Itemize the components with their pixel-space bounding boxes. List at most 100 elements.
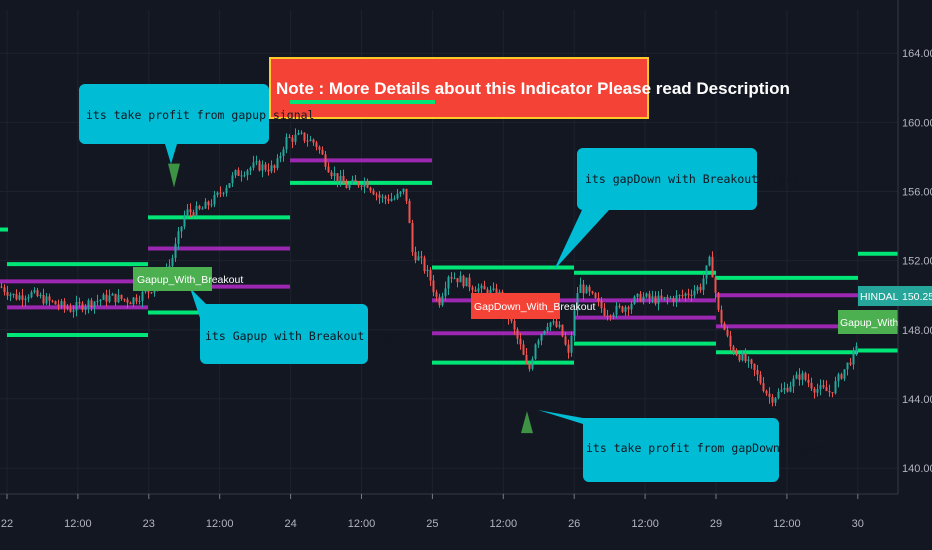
candle-body <box>723 323 726 330</box>
callout-gapup-breakout: its Gapup with Breakout signal <box>190 288 413 364</box>
note-banner: Note : More Details about this Indicator… <box>269 57 790 119</box>
candle-body <box>642 296 645 302</box>
candle-body <box>327 166 330 173</box>
candle-body <box>375 194 378 196</box>
candle-body <box>225 187 228 194</box>
x-tick-label: 22 <box>1 518 13 530</box>
candle-body <box>180 226 183 232</box>
candle-body <box>282 149 285 157</box>
candle-body <box>432 280 435 293</box>
candle-body <box>393 198 396 200</box>
candle-body <box>828 390 831 393</box>
candle-body <box>777 391 780 399</box>
candle-body <box>738 355 741 361</box>
candle-body <box>189 209 192 213</box>
candle-body <box>207 201 210 206</box>
candle-body <box>591 291 594 294</box>
candle-body <box>531 358 534 369</box>
candle-body <box>552 321 555 323</box>
candle-body <box>750 359 753 364</box>
candle-body <box>117 294 120 303</box>
candle-body <box>639 293 642 302</box>
candle-body <box>705 265 708 279</box>
candle-body <box>129 302 132 305</box>
candle-body <box>684 293 687 296</box>
candle-body <box>354 179 357 182</box>
candle-body <box>138 300 141 302</box>
candle-body <box>627 307 630 310</box>
candle-body <box>843 369 846 379</box>
candle-body <box>387 198 390 201</box>
gapup-signal-label: Gapup_With_Breakout <box>133 267 243 291</box>
candle-body <box>120 294 123 299</box>
candle-body <box>741 353 744 361</box>
candle-body <box>594 293 597 298</box>
candle-body <box>546 326 549 331</box>
candle-body <box>786 387 789 392</box>
candle-body <box>747 359 750 362</box>
x-tick-label: 12:00 <box>348 518 376 530</box>
candle-body <box>297 132 300 135</box>
candle-body <box>780 389 783 392</box>
candle-body <box>453 278 456 280</box>
callout-take-profit-gapdown: its take profit from gapDown signal <box>538 410 828 482</box>
candle-body <box>756 369 759 375</box>
x-tick-label: 12:00 <box>64 518 92 530</box>
candle-body <box>30 292 33 298</box>
candle-body <box>246 170 249 176</box>
candle-body <box>360 185 363 187</box>
candle-body <box>36 290 39 297</box>
gapup-signal-text: Gapup_With_Breakout <box>137 274 243 286</box>
candle-body <box>807 379 810 383</box>
candle-body <box>285 136 288 150</box>
candle-body <box>111 293 114 296</box>
y-tick-label: 152.00 <box>902 256 932 268</box>
callout-text-1: its take profit from gapup signal <box>86 108 314 122</box>
candle-body <box>42 294 45 304</box>
candle-body <box>540 333 543 341</box>
candle-body <box>315 142 318 147</box>
candle-body <box>699 286 702 290</box>
candle-body <box>564 336 567 345</box>
candle-body <box>102 294 105 300</box>
y-tick-label: 156.00 <box>902 187 932 199</box>
candle-body <box>438 296 441 306</box>
candle-body <box>570 335 573 353</box>
y-axis-ticks: 164.00 160.00 156.00 152.00 148.00 144.00 140.… <box>902 48 932 475</box>
candle-body <box>267 169 270 172</box>
candle-body <box>720 309 723 324</box>
candle-body <box>402 188 405 192</box>
candle-body <box>75 302 78 311</box>
candle-body <box>444 288 447 297</box>
callout-gapdown-breakout: its gapDown with Breakout signal <box>554 148 807 270</box>
candle-body <box>57 304 60 306</box>
candle-body <box>54 301 57 305</box>
candle-body <box>852 350 855 365</box>
candle-body <box>744 353 747 362</box>
candle-body <box>822 385 825 388</box>
callout-take-profit-gapup: its take profit from gapup signal <box>79 84 314 164</box>
candle-body <box>18 295 21 300</box>
candle-body <box>603 308 606 316</box>
candle-body <box>615 305 618 315</box>
candle-body <box>363 181 366 187</box>
x-tick-label: 12:00 <box>631 518 659 530</box>
candle-body <box>441 296 444 306</box>
candle-body <box>561 324 564 337</box>
candle-body <box>249 167 252 171</box>
candle-body <box>330 172 333 177</box>
candle-body <box>798 374 801 380</box>
callout-text-3: its gapDown with Breakout signal <box>585 172 807 186</box>
candle-body <box>171 258 174 266</box>
last-price-tag: 150.25 <box>898 286 932 306</box>
candle-body <box>672 297 675 302</box>
callout-text-2: its Gapup with Breakout signal <box>205 329 413 343</box>
candle-body <box>714 277 717 293</box>
candle-body <box>96 300 99 302</box>
candle-body <box>795 374 798 379</box>
candle-body <box>846 362 849 370</box>
candle-body <box>183 215 186 227</box>
candle-body <box>732 346 735 353</box>
candle-body <box>333 173 336 177</box>
